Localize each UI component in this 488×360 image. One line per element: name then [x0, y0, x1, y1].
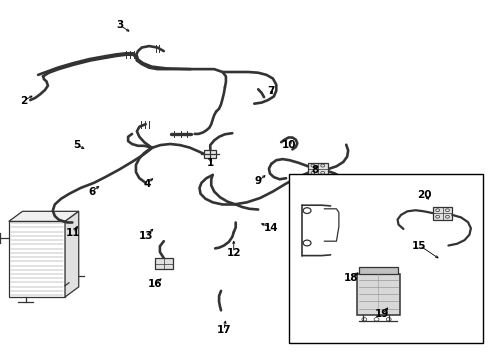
Bar [9, 221, 65, 297]
Bar [155, 258, 172, 269]
Text: 4: 4 [142, 179, 150, 189]
Text: 9: 9 [254, 176, 261, 186]
Text: 10: 10 [282, 140, 296, 150]
Text: 18: 18 [343, 273, 358, 283]
Text: 14: 14 [264, 222, 278, 233]
Text: 19: 19 [374, 309, 389, 319]
Text: 13: 13 [138, 231, 153, 241]
Text: 6: 6 [88, 186, 95, 197]
Bar [432, 207, 451, 220]
Text: 8: 8 [311, 165, 318, 175]
Text: 5: 5 [74, 140, 81, 150]
Text: 12: 12 [226, 248, 241, 258]
Text: 16: 16 [148, 279, 163, 289]
Text: 7: 7 [267, 86, 275, 96]
Bar [359, 267, 397, 274]
Text: 15: 15 [411, 240, 426, 251]
Polygon shape [65, 211, 79, 297]
Bar [307, 163, 327, 176]
Bar [204, 150, 216, 158]
Polygon shape [9, 211, 79, 221]
Text: 2: 2 [20, 96, 27, 106]
Text: 1: 1 [206, 158, 213, 168]
Bar [288, 174, 482, 343]
Text: 20: 20 [416, 190, 431, 200]
Bar [356, 274, 399, 315]
Text: 11: 11 [66, 228, 81, 238]
Text: 17: 17 [216, 325, 231, 336]
Text: 3: 3 [116, 20, 123, 30]
